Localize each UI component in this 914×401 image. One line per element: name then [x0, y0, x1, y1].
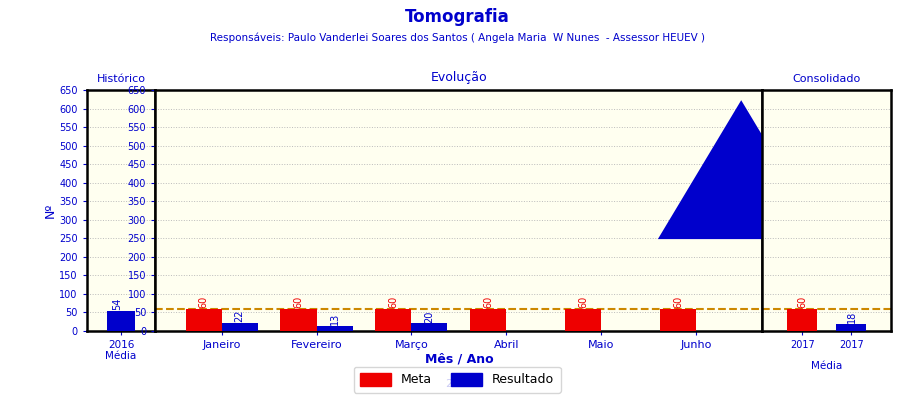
Text: 18: 18 — [846, 311, 856, 324]
Bar — [221, 323, 258, 331]
Bar — [660, 309, 696, 331]
Bar — [107, 311, 135, 331]
Bar — [411, 324, 448, 331]
Legend: Meta, Resultado: Meta, Resultado — [354, 367, 560, 393]
Text: 60: 60 — [797, 296, 807, 308]
Text: Evolução: Evolução — [430, 71, 487, 84]
Text: 22: 22 — [235, 310, 245, 322]
Text: 60: 60 — [673, 296, 683, 308]
Text: Tomografia: Tomografia — [405, 8, 509, 26]
Bar — [186, 309, 221, 331]
Text: 60: 60 — [579, 296, 588, 308]
Text: 60: 60 — [388, 296, 399, 308]
Text: 13: 13 — [330, 313, 339, 325]
Text: 60: 60 — [198, 296, 208, 308]
Text: 60: 60 — [293, 296, 303, 308]
Bar — [565, 309, 601, 331]
Text: Consolidado: Consolidado — [792, 74, 861, 84]
Bar — [281, 309, 316, 331]
Bar — [787, 309, 817, 331]
Bar — [376, 309, 411, 331]
Text: Responsáveis: Paulo Vanderlei Soares dos Santos ( Angela Maria  W Nunes  - Asses: Responsáveis: Paulo Vanderlei Soares dos… — [209, 32, 705, 43]
Bar — [316, 326, 353, 331]
Text: Histórico: Histórico — [97, 74, 145, 84]
Text: Média: Média — [812, 361, 843, 371]
X-axis label: Mês / Ano: Mês / Ano — [424, 352, 494, 366]
Y-axis label: Nº: Nº — [43, 203, 57, 218]
Text: 2017: 2017 — [445, 379, 473, 389]
Bar — [836, 324, 866, 331]
Bar — [470, 309, 506, 331]
Text: 60: 60 — [484, 296, 494, 308]
Text: 54: 54 — [112, 298, 122, 310]
Text: 20: 20 — [424, 310, 434, 323]
